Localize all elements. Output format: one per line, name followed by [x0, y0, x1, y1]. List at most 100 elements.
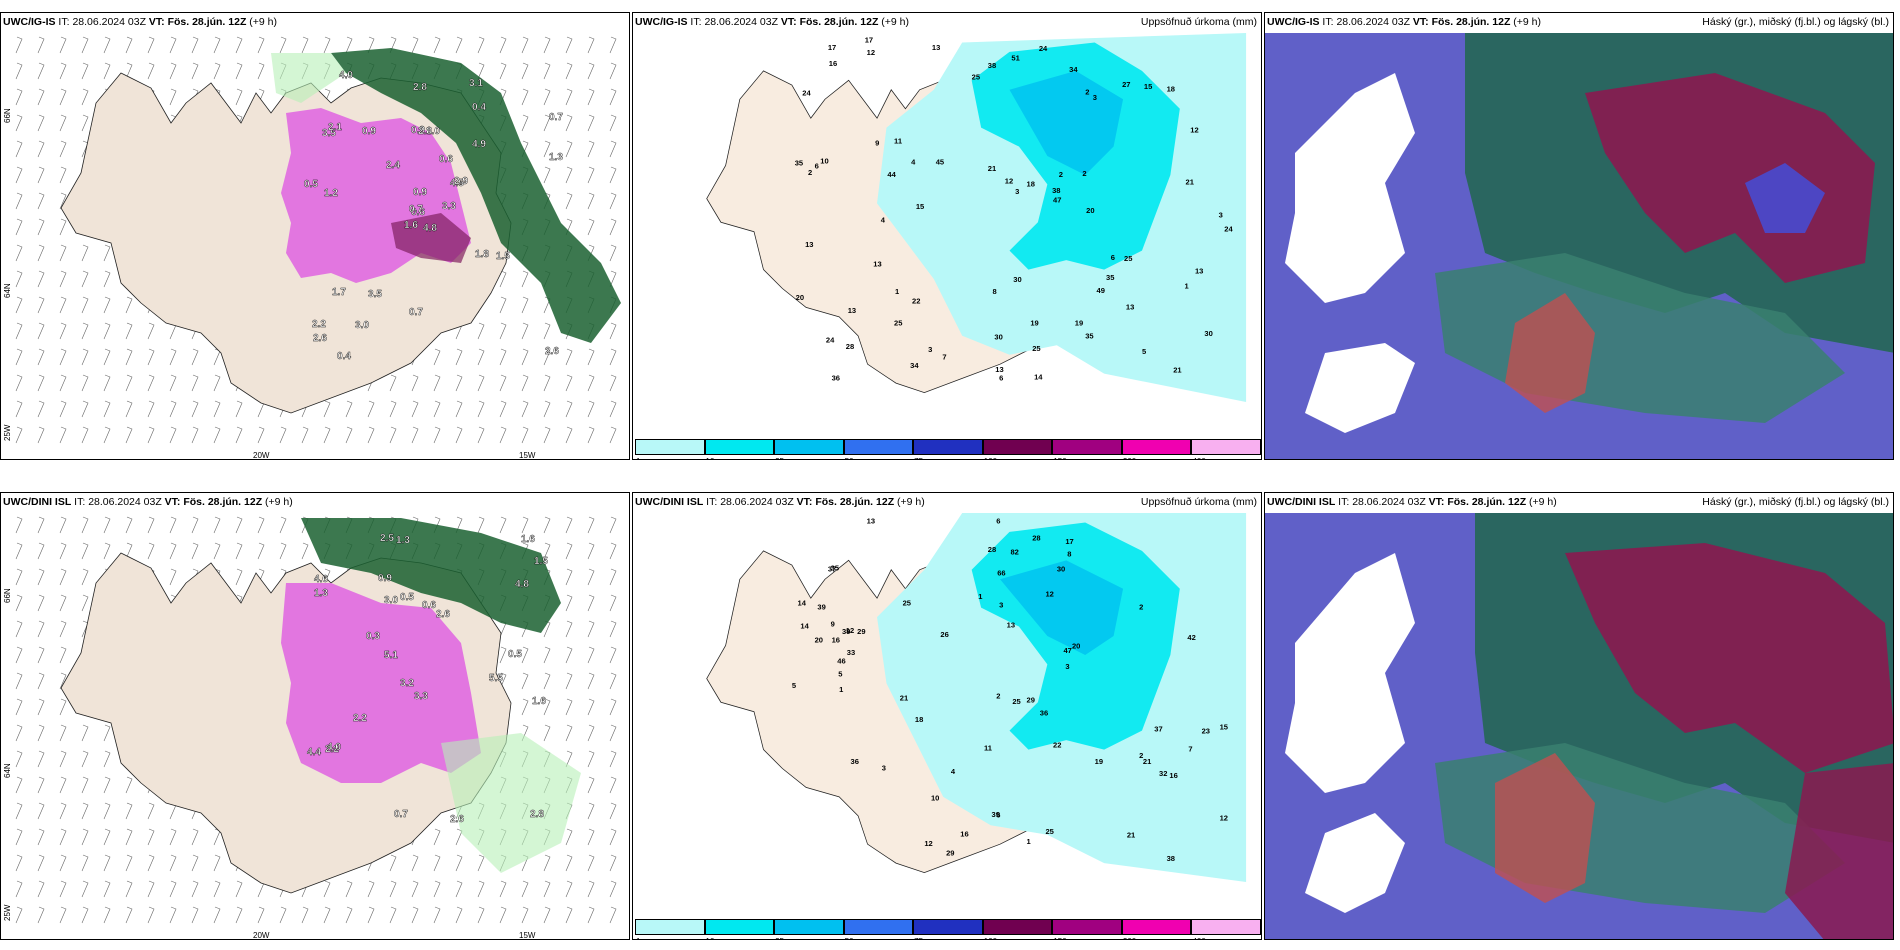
- panel-title: UWC/IG-IS IT: 28.06.2024 03Z VT: Fös. 28…: [3, 16, 278, 28]
- wind-barb: [587, 750, 595, 768]
- wind-barb: [499, 374, 507, 392]
- value-label: 6: [815, 161, 819, 170]
- value-label: 10: [820, 157, 828, 166]
- value-label: 0.3: [366, 631, 380, 642]
- rain-labels: 4.8 5.1 1.6 4.6 0.6 3.2 2.5 4.4 3.3 1.5 0.5 1.3 2.2 1…: [307, 533, 549, 825]
- wind-barb: [81, 542, 89, 560]
- rain-green: [331, 48, 621, 343]
- wind-barb: [565, 400, 573, 418]
- wind-barb: [169, 426, 177, 444]
- wind-barb: [587, 348, 595, 366]
- value-label: 35: [1106, 273, 1114, 282]
- value-label: 24: [1039, 44, 1048, 53]
- precip-colorbar: 1 10 25 50 75 100 150 200 400: [635, 439, 1261, 459]
- wind-barb: [125, 906, 133, 924]
- wind-barb: [125, 802, 133, 820]
- wind-barb: [147, 322, 155, 340]
- wind-barb: [15, 62, 23, 80]
- wind-barb: [587, 36, 595, 54]
- cloud-maroon: [1565, 543, 1893, 773]
- value-label: 0.7: [409, 307, 423, 318]
- wind-barb: [81, 594, 89, 612]
- wind-barb: [433, 880, 441, 898]
- cloud-red: [1505, 293, 1595, 413]
- wind-barb: [521, 270, 529, 288]
- panel-rain-dini: UWC/DINI ISL IT: 28.06.2024 03Z VT: Fös.…: [0, 492, 630, 940]
- wind-barb: [59, 828, 67, 846]
- panel-subtitle: Háský (gr.), miðský (fj.bl.) og lágský (…: [1702, 496, 1889, 508]
- wind-barb: [565, 828, 573, 846]
- value-label: 6: [996, 811, 1000, 820]
- value-label: 14: [800, 621, 809, 630]
- value-label: 2: [1139, 603, 1143, 612]
- wind-barb: [565, 192, 573, 210]
- value-label: 2.1: [328, 122, 342, 133]
- wind-barb: [565, 698, 573, 716]
- wind-barb: [15, 854, 23, 872]
- wind-barb: [103, 400, 111, 418]
- value-label: 10: [931, 794, 939, 803]
- wind-barb: [59, 620, 67, 638]
- wind-barb: [103, 854, 111, 872]
- value-label: 5: [838, 670, 842, 679]
- cloud-blue: [1745, 163, 1825, 233]
- value-label: 13: [1007, 620, 1015, 629]
- colorbar-swatch: [774, 919, 844, 935]
- wind-barb: [15, 672, 23, 690]
- wind-barb: [103, 426, 111, 444]
- wind-barb: [59, 542, 67, 560]
- wind-barb: [15, 880, 23, 898]
- wind-barb: [565, 620, 573, 638]
- wind-barb: [37, 516, 45, 534]
- value-label: 1: [978, 592, 982, 601]
- value-label: 28: [988, 545, 996, 554]
- wind-barb: [191, 542, 199, 560]
- wind-barb: [389, 854, 397, 872]
- wind-barb: [81, 348, 89, 366]
- wind-barb: [609, 62, 617, 80]
- wind-barb: [15, 542, 23, 560]
- panel-cloud-igis: UWC/IG-IS IT: 28.06.2024 03Z VT: Fös. 28…: [1264, 12, 1894, 460]
- value-label: 49: [1097, 286, 1105, 295]
- wind-barb: [37, 62, 45, 80]
- wind-barb: [499, 906, 507, 924]
- colorbar-tick: 400: [1192, 457, 1205, 459]
- wind-barb: [81, 776, 89, 794]
- value-label: 1.3: [396, 535, 410, 546]
- wind-barb: [59, 374, 67, 392]
- value-label: 3: [1219, 211, 1223, 220]
- value-label: 20: [796, 293, 804, 302]
- wind-barb: [59, 568, 67, 586]
- panel-precip-igis: UWC/IG-IS IT: 28.06.2024 03Z VT: Fös. 28…: [632, 12, 1262, 460]
- wind-barb: [543, 672, 551, 690]
- wind-barb: [81, 426, 89, 444]
- wind-barb: [543, 516, 551, 534]
- wind-barb: [191, 36, 199, 54]
- lat-label: 66N: [3, 588, 12, 603]
- value-label: 0.4: [472, 102, 486, 113]
- wind-barb: [433, 906, 441, 924]
- wind-barb: [587, 542, 595, 560]
- wind-barb: [609, 166, 617, 184]
- value-label: 2.4: [386, 160, 400, 171]
- value-label: 0.6: [439, 154, 453, 165]
- wind-barb: [367, 400, 375, 418]
- lat-label: 66N: [3, 108, 12, 123]
- wind-barb: [147, 348, 155, 366]
- value-label: 30: [994, 333, 1002, 342]
- colorbar-tick: 50: [845, 457, 854, 459]
- wind-barb: [59, 192, 67, 210]
- wind-barb: [191, 374, 199, 392]
- wind-barb: [323, 426, 331, 444]
- value-label: 35: [1085, 332, 1093, 341]
- value-label: 18: [1167, 85, 1175, 94]
- wind-barb: [191, 426, 199, 444]
- wind-barb: [213, 542, 221, 560]
- wind-barb: [125, 322, 133, 340]
- wind-barb: [587, 672, 595, 690]
- wind-barb: [587, 192, 595, 210]
- value-label: 2: [1082, 169, 1086, 178]
- wind-barb: [59, 296, 67, 314]
- wind-barb: [565, 114, 573, 132]
- wind-barb: [103, 62, 111, 80]
